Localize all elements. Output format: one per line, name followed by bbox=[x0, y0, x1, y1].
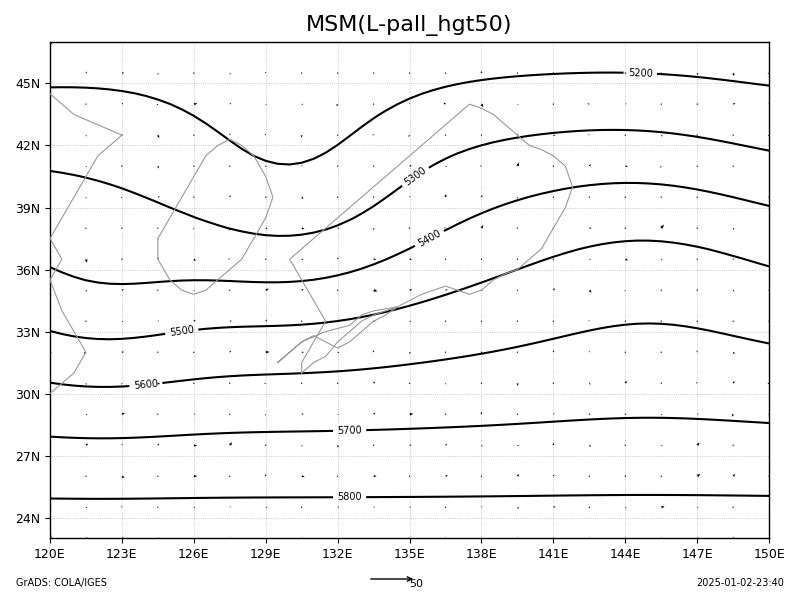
Text: GrADS: COLA/IGES: GrADS: COLA/IGES bbox=[16, 578, 107, 588]
Text: 5800: 5800 bbox=[338, 492, 362, 502]
Title: MSM(L-pall_hgt50): MSM(L-pall_hgt50) bbox=[306, 15, 513, 36]
Text: 5400: 5400 bbox=[416, 228, 442, 249]
Text: 5200: 5200 bbox=[628, 68, 653, 79]
Text: 5300: 5300 bbox=[402, 165, 428, 188]
Text: 5500: 5500 bbox=[169, 325, 194, 338]
Text: 5600: 5600 bbox=[133, 379, 158, 391]
Text: 2025-01-02-23:40: 2025-01-02-23:40 bbox=[696, 578, 784, 588]
Text: 5700: 5700 bbox=[337, 425, 362, 436]
Text: 50: 50 bbox=[409, 579, 423, 589]
